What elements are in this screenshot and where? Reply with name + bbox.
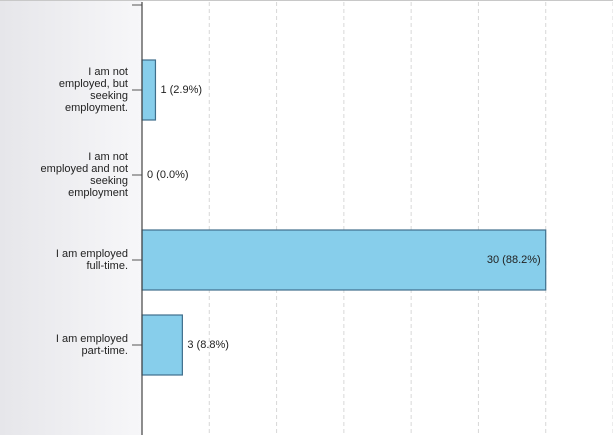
category-text: I am not employed, but seeking employmen… [58,66,128,114]
category-text: I am employed part-time. [55,333,128,357]
category-text: I am not employed and not seeking employ… [40,151,128,199]
category-label: I am employed full-time. [0,248,128,272]
category-label: I am employed part-time. [0,333,128,357]
value-label: 30 (88.2%) [487,254,541,266]
category-label: I am not employed and not seeking employ… [0,151,128,199]
value-label: 0 (0.0%) [147,169,189,181]
category-text: I am employed full-time. [55,248,128,272]
value-label: 1 (2.9%) [160,84,202,96]
bar [141,229,547,291]
bar [141,314,183,376]
bar [141,59,157,121]
value-label: 3 (8.8%) [187,339,229,351]
category-label: I am not employed, but seeking employmen… [0,66,128,114]
label-panel [0,0,142,435]
